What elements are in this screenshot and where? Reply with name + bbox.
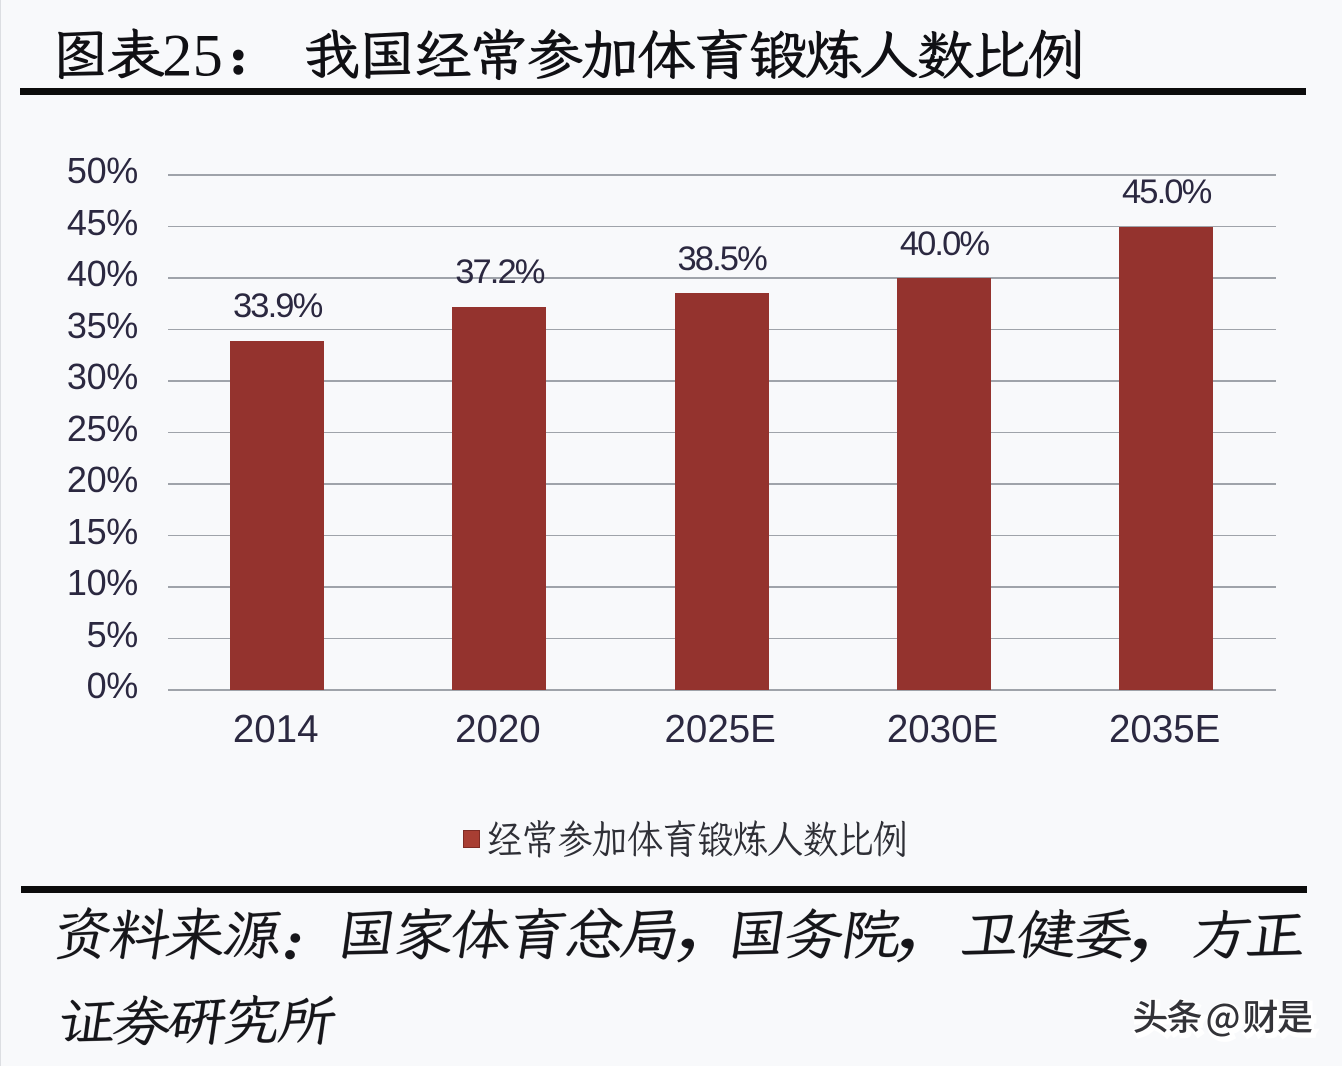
svg-text:25: 25 xyxy=(162,23,223,89)
